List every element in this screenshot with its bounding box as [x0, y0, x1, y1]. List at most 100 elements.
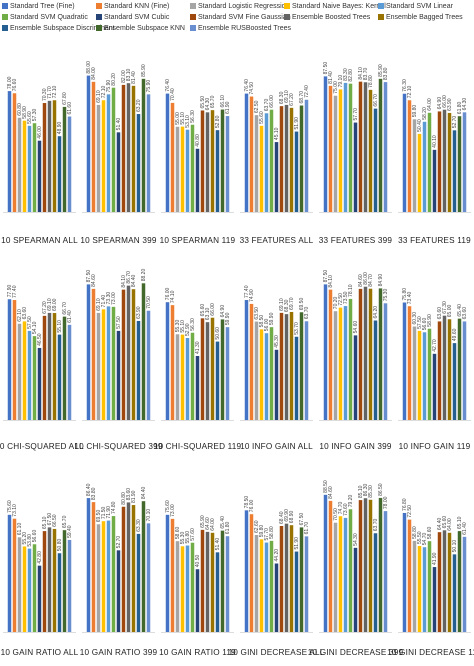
bar-value-label: 84.70 — [368, 274, 374, 287]
bar — [57, 136, 62, 212]
bar — [452, 130, 457, 212]
bar-value-label: 63.70 — [304, 307, 310, 320]
bar — [269, 327, 274, 420]
bar — [427, 112, 432, 212]
bar-value-label: 63.50 — [254, 307, 260, 320]
bar-value-label: 58.90 — [22, 106, 28, 119]
bar — [195, 355, 200, 421]
bar-value-label: 79.10 — [338, 75, 344, 88]
bar — [91, 81, 96, 212]
legend-item: Standard SVM Linear — [378, 3, 453, 10]
bar-value-label: 55.50 — [417, 531, 423, 544]
legend-item: Standard KNN (Fine) — [96, 3, 169, 10]
bar — [121, 506, 126, 632]
bar-value-label: 84.60 — [328, 486, 334, 499]
bar — [422, 121, 427, 212]
chart-panel: 75.80 73.40 60.30 57.50 56.60 58.90 42.70 63.60… — [398, 288, 471, 451]
bar-value-label: 63.70 — [264, 99, 270, 112]
bar-value-label: 70.40 — [170, 88, 176, 101]
bar-value-label: 63.20 — [136, 99, 142, 112]
bar — [279, 525, 284, 632]
bar — [462, 112, 467, 212]
bar — [170, 305, 175, 420]
legend-label: Standard Naive Bayes: Kernel — [292, 3, 386, 10]
bar-value-label: 83.70 — [363, 68, 369, 81]
bar-value-label: 71.40 — [101, 295, 107, 308]
bar-value-label: 83.30 — [343, 68, 349, 81]
bar-value-label: 59.80 — [259, 525, 265, 538]
bar — [106, 520, 111, 632]
bar — [244, 93, 249, 212]
bar — [447, 112, 452, 212]
category-label: 10 GAIN RATIO ALL — [1, 648, 79, 657]
bar-value-label: 62.60 — [254, 520, 260, 533]
bar — [343, 306, 348, 420]
bar — [101, 521, 106, 632]
bar — [200, 529, 205, 633]
category-label: 10 INFO GAIN 119 — [399, 442, 471, 451]
legend-item: Standard SVM Fine Gaussian — [190, 14, 291, 21]
bar-value-label: 56.30 — [190, 318, 196, 331]
legend-swatch — [284, 3, 290, 9]
bar — [220, 530, 225, 632]
bar — [348, 509, 353, 632]
bar-value-label: 88.00 — [86, 61, 92, 74]
bar — [170, 518, 175, 632]
bar — [447, 532, 452, 632]
bar-value-label: 72.10 — [101, 86, 107, 99]
chart-panel: 78.50 76.00 62.60 59.80 57.70 58.80 44.20 68.40… — [229, 496, 325, 657]
bar-value-label: 75.30 — [383, 289, 389, 302]
legend-swatch — [284, 14, 290, 20]
bar — [343, 82, 348, 212]
bar — [210, 110, 215, 212]
bar — [42, 315, 47, 420]
bar — [116, 550, 121, 633]
bar-value-label: 75.60 — [7, 500, 13, 513]
bar — [407, 100, 412, 212]
bar-value-label: 57.70 — [264, 528, 270, 541]
bar-value-label: 76.00 — [165, 287, 171, 300]
bar — [52, 313, 57, 420]
bar-value-label: 65.70 — [62, 515, 68, 528]
category-label: 10 GINI DECREASE 119 — [387, 648, 474, 657]
bar-value-label: 73.00 — [111, 292, 117, 305]
legend-label: Ensemble Subspace KNN — [104, 25, 185, 32]
legend-swatch — [2, 25, 8, 31]
category-label: 10 INFO GAIN ALL — [240, 442, 313, 451]
bar — [67, 116, 72, 212]
bar-value-label: 58.60 — [175, 526, 181, 539]
bar — [146, 310, 151, 420]
bar-value-label: 86.00 — [363, 272, 369, 285]
bar-value-label: 74.10 — [170, 290, 176, 303]
bar — [195, 148, 200, 212]
bar-value-label: 72.50 — [338, 293, 344, 306]
bar-value-label: 63.30 — [136, 519, 142, 532]
legend-label: Standard KNN (Fine) — [104, 3, 170, 10]
category-label: 10 SPEARMAN ALL — [1, 236, 78, 245]
bar — [12, 300, 17, 420]
bar-value-label: 53.80 — [27, 534, 33, 547]
bar — [42, 103, 47, 212]
bar-value-label: 76.00 — [249, 499, 255, 512]
bar — [17, 537, 22, 632]
bar — [378, 497, 383, 632]
bar-value-label: 54.60 — [353, 321, 359, 334]
bar-value-label: 84.60 — [91, 274, 97, 287]
bar — [126, 285, 131, 420]
bar — [373, 108, 378, 212]
bar-value-label: 54.70 — [422, 532, 428, 545]
bar — [279, 106, 284, 212]
bar — [86, 75, 91, 212]
legend-item: Standard Tree (Fine) — [2, 3, 75, 10]
bar — [175, 541, 180, 632]
bar-value-label: 63.90 — [136, 306, 142, 319]
bar-value-label: 61.90 — [225, 101, 231, 114]
bar-value-label: 40.80 — [195, 134, 201, 147]
legend-label: Standard SVM Cubic — [104, 14, 170, 21]
bar-value-label: 63.60 — [437, 307, 443, 320]
bar-value-label: 58.20 — [422, 107, 428, 120]
bar-value-label: 77.40 — [244, 285, 250, 298]
bar-value-label: 65.40 — [457, 304, 463, 317]
bar — [175, 334, 180, 420]
